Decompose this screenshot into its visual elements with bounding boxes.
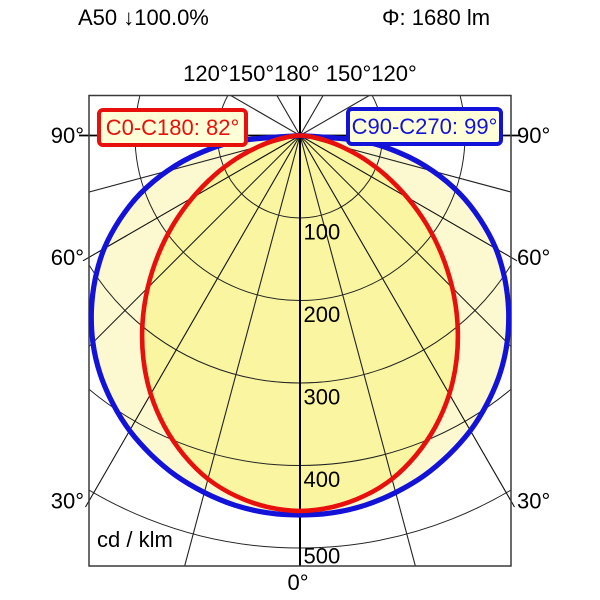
header-luminous-flux: Φ: 1680 lm bbox=[382, 5, 490, 30]
angle-label-left-60: 60° bbox=[51, 245, 84, 270]
angle-label-right-60: 60° bbox=[517, 245, 550, 270]
plot-border bbox=[88, 94, 512, 567]
ring-label-100: 100 bbox=[304, 220, 341, 245]
legend-c90-box bbox=[346, 107, 503, 146]
angle-label-bottom-0: 0° bbox=[287, 570, 308, 595]
curve-c90-c270 bbox=[88, 132, 512, 518]
grid-radial-line bbox=[184, 135, 301, 566]
grid-radial-line bbox=[299, 134, 511, 193]
header-flux-fraction: A50 ↓100.0% bbox=[78, 5, 209, 30]
angle-label-left-30: 30° bbox=[51, 489, 84, 514]
grid-radial-line bbox=[299, 135, 511, 348]
angle-label-right-30: 30° bbox=[517, 489, 550, 514]
ring-label-300: 300 bbox=[304, 385, 341, 410]
legend-c0-label: C0-C180: 82° bbox=[106, 115, 240, 140]
legend-c90-c270: C90-C270: 99° bbox=[346, 107, 503, 146]
legend-c90-label: C90-C270: 99° bbox=[352, 114, 498, 139]
ring-label-400: 400 bbox=[304, 467, 341, 492]
grid-radial-line bbox=[89, 135, 301, 348]
grid-radial-line bbox=[299, 135, 416, 566]
ring-label-200: 200 bbox=[304, 302, 341, 327]
ring-label-500: 500 bbox=[304, 544, 341, 569]
curve-c0-c180 bbox=[139, 133, 461, 514]
top-angle-labels: 120°150°180° 150°120° bbox=[183, 61, 417, 86]
grid-radial-30 bbox=[85, 135, 301, 508]
legend-c0-c180: C0-C180: 82° bbox=[97, 108, 248, 147]
legend-c0-box bbox=[97, 108, 248, 147]
angle-label-right-90: 90° bbox=[517, 123, 550, 148]
unit-label: cd / klm bbox=[97, 527, 173, 552]
curve-layer bbox=[88, 132, 512, 518]
grid-radial-line bbox=[89, 134, 301, 193]
angle-label-left-90: 90° bbox=[51, 123, 84, 148]
grid-radial-30 bbox=[299, 135, 515, 508]
